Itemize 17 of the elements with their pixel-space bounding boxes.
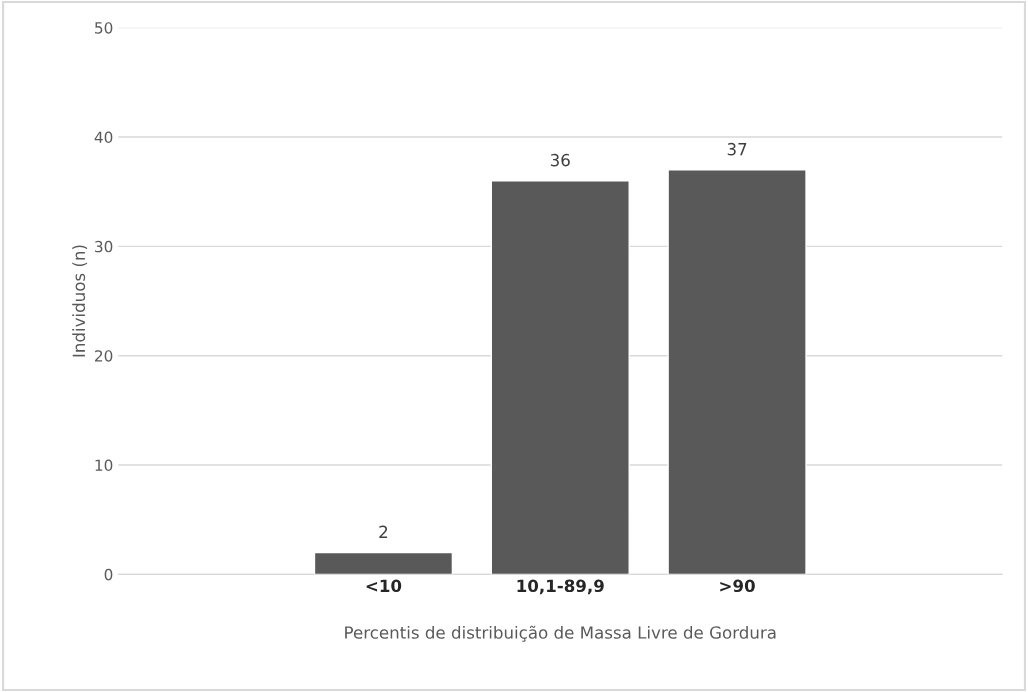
y-axis-title: Individuos (n): [72, 245, 88, 357]
x-tick-label: >90: [720, 579, 755, 593]
x-tick-label: 10,1-89,9: [517, 579, 604, 595]
y-tick-label: 40: [94, 131, 113, 144]
x-tick-label: <10: [366, 579, 402, 593]
data-label: 2: [379, 525, 388, 538]
y-tick-label: 50: [95, 22, 113, 34]
bar: [490, 180, 630, 575]
bar: [313, 551, 454, 575]
x-axis-title: Percentis de distribuição de Massa Livre de Gordura: [345, 625, 776, 642]
y-tick-label: 0: [104, 568, 113, 581]
data-label: 37: [727, 142, 747, 156]
data-label: 36: [550, 153, 570, 167]
y-tick-label: 10: [95, 459, 113, 472]
y-tick-label: 30: [95, 240, 113, 253]
y-tick-label: 20: [95, 350, 113, 362]
bar: [667, 169, 807, 575]
